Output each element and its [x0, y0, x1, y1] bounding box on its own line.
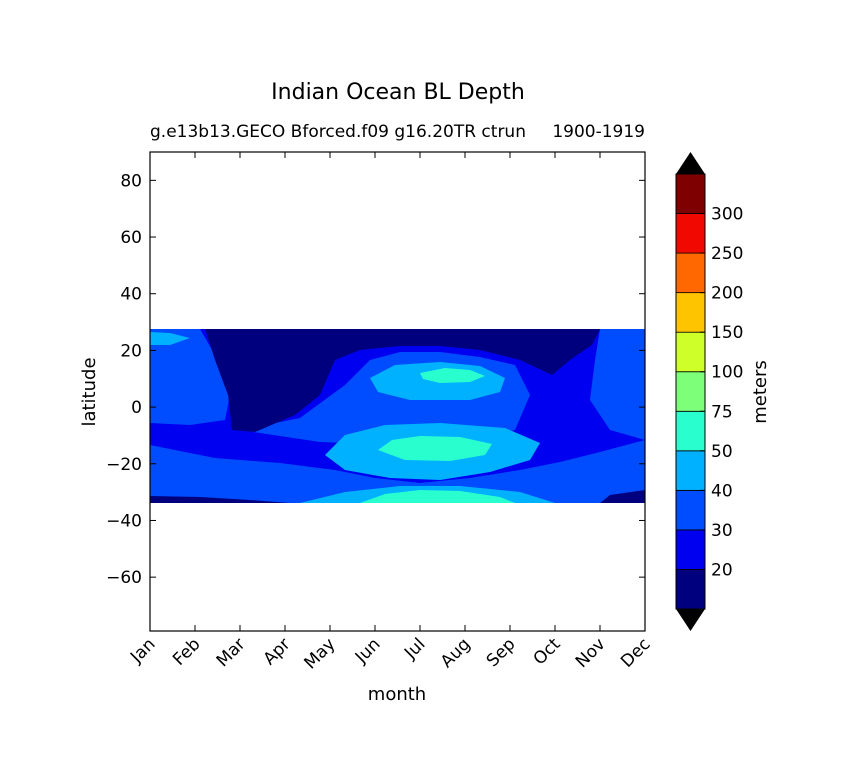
x-tick-label: Jun [351, 634, 385, 668]
contour-lt20-se [600, 490, 645, 503]
colorbar-tick-label: 150 [711, 323, 743, 343]
y-tick-label: 80 [120, 171, 142, 191]
chart-subtitle-left: g.e13b13.GECO Bforced.f09 g16.20TR ctrun [150, 122, 526, 142]
colorbar-tick-label: 50 [711, 442, 733, 462]
colorbar-segment [675, 331, 706, 373]
colorbar-tick-label: 300 [711, 205, 743, 225]
colorbar-label: meters [750, 360, 771, 424]
contour-lt20-sw [150, 496, 290, 503]
y-axis: 80 60 40 20 0 −20 −40 −60 [106, 171, 645, 588]
contour-50-75-bottom [360, 490, 515, 503]
y-tick-label: 20 [120, 341, 142, 361]
x-tick-label: Feb [169, 634, 204, 669]
y-axis-label: latitude [79, 357, 100, 426]
x-tick-label: Apr [260, 634, 295, 669]
colorbar-segment [675, 410, 706, 452]
colorbar-tick-label: 30 [711, 521, 733, 541]
contour-30-40-ne [590, 329, 645, 440]
contour-40-50-west [150, 332, 190, 345]
x-tick-label: Aug [437, 634, 475, 672]
chart-title: Indian Ocean BL Depth [271, 80, 525, 105]
colorbar-segment [675, 529, 706, 570]
contour-30-40-nw [150, 329, 230, 425]
colorbar-segment [675, 450, 706, 491]
contour-50-75-north [420, 368, 485, 383]
y-tick-label: −40 [106, 511, 142, 531]
colorbar-segment [675, 489, 706, 531]
contour-50-75-south [378, 436, 492, 461]
y-tick-label: −60 [106, 568, 142, 588]
contour-30-40-south [150, 440, 645, 503]
colorbar-extend-min [676, 609, 705, 631]
colorbar-segment [675, 213, 706, 254]
colorbar-segment [675, 173, 706, 214]
colorbar: 20 30 40 50 75 100 150 200 250 300 [675, 152, 743, 631]
colorbar-segment [675, 569, 706, 610]
colorbar-tick-label: 250 [711, 244, 743, 264]
y-tick-label: −20 [106, 455, 142, 475]
y-tick-label: 0 [131, 398, 142, 418]
colorbar-tick-label: 100 [711, 363, 743, 383]
colorbar-segment [675, 252, 706, 294]
plot-frame [149, 151, 646, 632]
y-tick-label: 60 [120, 228, 142, 248]
colorbar-outline [675, 173, 706, 610]
x-tick-label: Oct [530, 634, 565, 669]
colorbar-tick-label: 40 [711, 481, 733, 501]
colorbar-tick-label: 200 [711, 284, 743, 304]
x-tick-label: May [301, 634, 340, 673]
colorbar-tick-label: 20 [711, 560, 733, 580]
colorbar-tick-label: 75 [711, 402, 733, 422]
chart-subtitle-right: 1900-1919 [552, 122, 645, 142]
x-tick-label: Jan [126, 634, 159, 667]
colorbar-segment [675, 371, 706, 412]
x-tick-label: Sep [483, 634, 520, 671]
x-axis-label: month [368, 684, 426, 705]
x-tick-label: Dec [617, 634, 654, 671]
x-tick-label: Mar [213, 634, 250, 671]
colorbar-segment [675, 292, 706, 333]
x-tick-label: Jul [400, 634, 429, 663]
colorbar-extend-max [676, 152, 705, 174]
contour-field [150, 329, 645, 503]
contour-lt20-north [205, 329, 600, 432]
y-tick-label: 40 [120, 285, 142, 305]
x-tick-label: Nov [572, 634, 610, 672]
